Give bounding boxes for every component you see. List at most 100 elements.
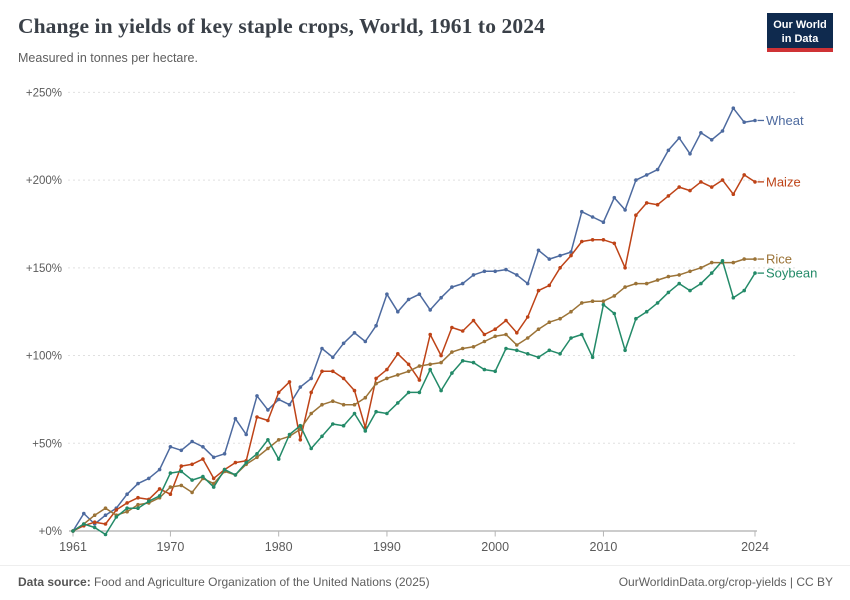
data-point-maize xyxy=(699,180,703,184)
data-point-rice xyxy=(168,485,173,489)
data-point-rice xyxy=(450,350,454,354)
series-label-rice[interactable]: Rice xyxy=(766,252,792,267)
data-point-rice xyxy=(255,455,259,460)
data-point-wheat xyxy=(103,513,108,517)
data-point-rice xyxy=(320,402,324,407)
data-point-wheat xyxy=(136,481,140,486)
data-point-soybean xyxy=(114,515,119,519)
data-point-maize xyxy=(396,352,400,356)
data-point-rice xyxy=(125,509,129,514)
series-label-wheat[interactable]: Wheat xyxy=(766,113,804,128)
data-point-maize xyxy=(309,390,314,395)
data-point-wheat xyxy=(569,250,573,254)
owid-logo[interactable]: Our World in Data xyxy=(767,13,833,52)
data-point-wheat xyxy=(396,309,400,314)
data-point-wheat xyxy=(428,308,433,312)
data-point-soybean xyxy=(709,271,714,275)
data-point-rice xyxy=(688,269,692,274)
data-point-wheat xyxy=(709,138,714,142)
data-point-wheat xyxy=(190,439,194,444)
data-point-soybean xyxy=(753,271,757,275)
data-point-rice xyxy=(385,376,389,381)
data-point-rice xyxy=(666,274,671,279)
data-point-soybean xyxy=(136,506,140,511)
x-axis-ticks: 1961 1970 1980 1990 2000 2010 2024 xyxy=(59,531,769,554)
data-point-maize xyxy=(547,283,552,288)
data-point-maize xyxy=(612,241,617,246)
owid-logo-red-bar xyxy=(767,48,833,52)
data-point-maize xyxy=(688,188,692,193)
data-point-rice xyxy=(536,327,541,332)
data-point-soybean xyxy=(612,311,617,316)
data-point-soybean xyxy=(515,348,519,353)
data-point-wheat xyxy=(547,257,552,261)
data-point-wheat xyxy=(276,397,281,402)
data-point-wheat xyxy=(699,131,703,135)
data-point-soybean xyxy=(287,432,292,437)
data-point-rice xyxy=(460,346,465,351)
data-point-wheat xyxy=(644,173,649,177)
data-point-soybean xyxy=(233,473,238,477)
data-point-soybean xyxy=(525,352,530,356)
data-point-soybean xyxy=(450,371,454,375)
data-point-soybean xyxy=(623,348,627,353)
series-line-rice xyxy=(72,258,756,532)
data-point-rice xyxy=(525,336,530,340)
data-source-note: Data source: Food and Agriculture Organi… xyxy=(18,575,430,589)
data-point-maize xyxy=(406,362,411,367)
series-label-maize[interactable]: Maize xyxy=(766,174,801,189)
data-point-maize xyxy=(558,266,562,270)
x-tick-label-2024: 2024 xyxy=(741,540,769,554)
data-point-wheat xyxy=(460,281,465,286)
data-point-wheat xyxy=(634,178,638,182)
credit-link[interactable]: OurWorldinData.org/crop-yields | CC BY xyxy=(618,575,833,589)
series-maize: Maize xyxy=(71,173,801,533)
data-point-rice xyxy=(428,362,433,367)
data-point-wheat xyxy=(731,106,736,110)
data-point-wheat xyxy=(417,292,422,297)
data-source-label: Data source: xyxy=(18,575,91,589)
data-point-rice xyxy=(601,299,606,304)
data-point-rice xyxy=(580,301,584,305)
data-point-wheat xyxy=(493,269,498,274)
data-point-rice xyxy=(136,502,140,507)
data-point-soybean xyxy=(396,401,400,405)
owid-logo-line1: Our World xyxy=(773,19,827,31)
data-point-maize xyxy=(320,369,324,374)
chart-subtitle: Measured in tonnes per hectare. xyxy=(18,51,198,65)
data-point-wheat xyxy=(309,376,314,381)
series-wheat: Wheat xyxy=(71,106,804,533)
data-point-soybean xyxy=(266,438,270,442)
data-point-maize xyxy=(644,201,649,205)
data-point-rice xyxy=(439,360,443,365)
data-point-maize xyxy=(331,369,335,374)
data-point-maize xyxy=(471,318,476,323)
data-point-wheat xyxy=(439,295,443,300)
data-point-rice xyxy=(190,490,194,495)
data-point-wheat xyxy=(688,152,692,156)
data-point-soybean xyxy=(190,478,194,482)
data-point-rice xyxy=(331,399,335,404)
chart-footer: Data source: Food and Agriculture Organi… xyxy=(0,565,850,600)
data-point-soybean xyxy=(244,460,248,465)
data-point-rice xyxy=(623,285,627,289)
data-point-wheat xyxy=(515,273,519,277)
data-point-soybean xyxy=(179,469,184,474)
data-point-wheat xyxy=(287,402,292,407)
data-point-soybean xyxy=(504,346,508,351)
data-point-maize xyxy=(515,331,519,335)
data-point-rice xyxy=(515,343,519,347)
data-point-soybean xyxy=(92,525,97,530)
data-point-rice xyxy=(753,257,757,261)
data-point-maize xyxy=(179,464,184,468)
data-point-wheat xyxy=(147,476,151,481)
y-tick-label: +150% xyxy=(26,263,62,275)
data-point-rice xyxy=(569,309,573,314)
x-tick-label-2000: 2000 xyxy=(481,540,509,554)
series-label-soybean[interactable]: Soybean xyxy=(766,266,817,281)
data-point-maize xyxy=(450,325,454,330)
data-point-maize xyxy=(168,492,173,497)
data-point-maize xyxy=(439,353,443,358)
data-point-soybean xyxy=(482,367,487,372)
